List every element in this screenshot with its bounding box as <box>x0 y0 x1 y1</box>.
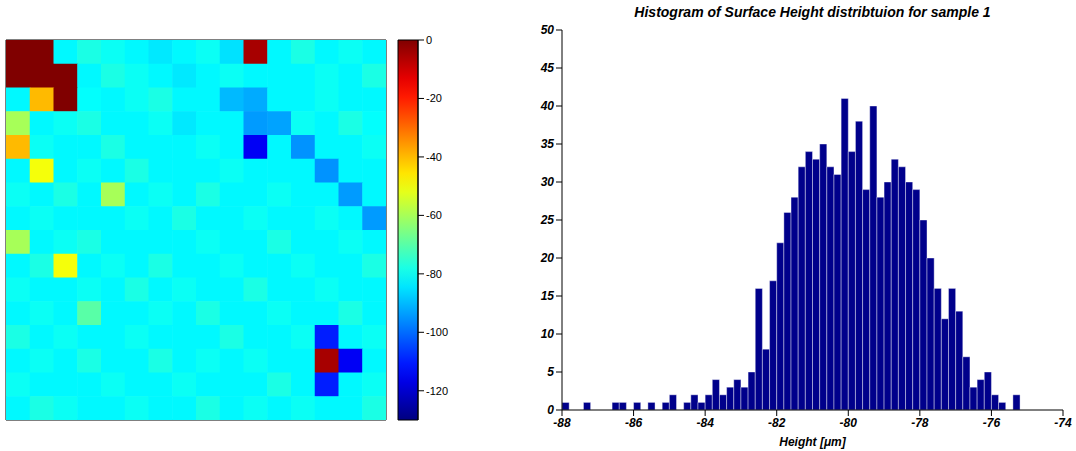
svg-text:-88: -88 <box>553 416 571 430</box>
svg-text:-60: -60 <box>426 209 442 221</box>
svg-text:-80: -80 <box>426 268 442 280</box>
svg-text:-82: -82 <box>768 416 786 430</box>
html-text:Histogram of Surface Height di: Histogram of Surface Height distribtuion… <box>634 4 991 20</box>
svg-text:-40: -40 <box>426 151 442 163</box>
svg-text:-120: -120 <box>426 385 448 397</box>
svg-text:0: 0 <box>426 34 432 46</box>
svg-text:50: 50 <box>541 23 555 37</box>
svg-text:0: 0 <box>547 403 554 417</box>
svg-text:-84: -84 <box>696 416 714 430</box>
svg-text:20: 20 <box>540 251 555 265</box>
svg-text:45: 45 <box>540 61 555 75</box>
svg-text:40: 40 <box>540 99 555 113</box>
svg-text:15: 15 <box>541 289 555 303</box>
svg-text:-76: -76 <box>983 416 1001 430</box>
svg-text:35: 35 <box>541 137 555 151</box>
svg-text:-74: -74 <box>1054 416 1072 430</box>
svg-text:-20: -20 <box>426 92 442 104</box>
svg-text:5: 5 <box>547 365 554 379</box>
svg-text:25: 25 <box>540 213 555 227</box>
svg-text:-78: -78 <box>911 416 929 430</box>
svg-text:10: 10 <box>541 327 555 341</box>
svg-text:-86: -86 <box>625 416 643 430</box>
svg-text:-80: -80 <box>840 416 858 430</box>
svg-text:30: 30 <box>541 175 555 189</box>
svg-text:-100: -100 <box>426 326 448 338</box>
svg-text:Height [μm]: Height [μm] <box>779 435 847 449</box>
